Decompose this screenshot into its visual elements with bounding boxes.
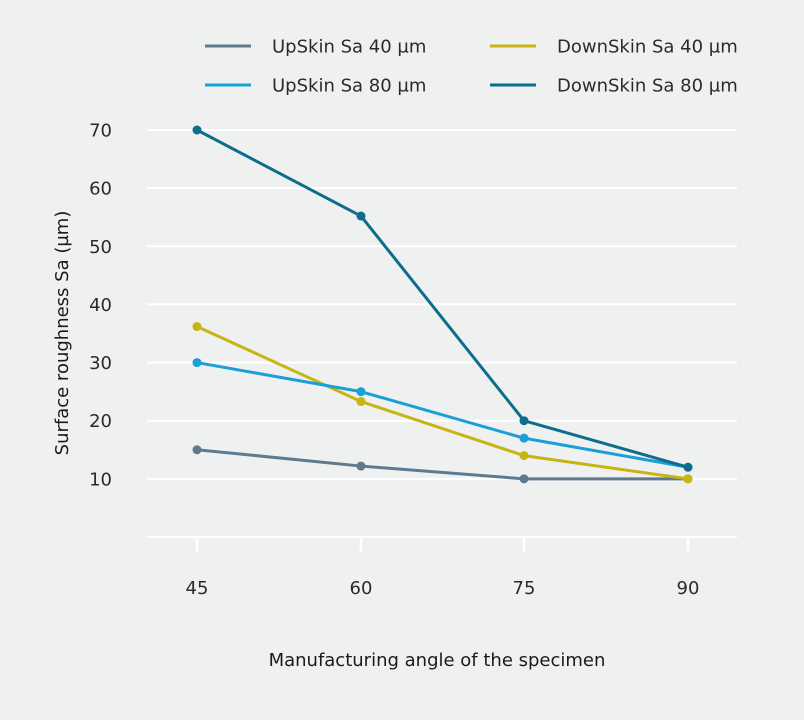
series-line <box>196 448 688 481</box>
x-tick-label: 45 <box>186 578 209 599</box>
legend-label: UpSkin Sa 40 µm <box>272 37 426 58</box>
data-point <box>356 387 366 397</box>
legend-label: DownSkin Sa 80 µm <box>557 76 738 97</box>
data-point <box>192 358 202 368</box>
series-downskin-sa-40-m <box>192 322 693 484</box>
data-point <box>192 322 202 332</box>
legend-item: UpSkin Sa 40 µm <box>205 37 426 58</box>
x-tick-label: 75 <box>513 578 536 599</box>
data-point <box>356 211 366 221</box>
y-axis: 10 20 30 40 50 60 70 <box>89 121 112 491</box>
series-downskin-sa-80-m <box>192 125 693 472</box>
legend-item: DownSkin Sa 80 µm <box>490 76 738 97</box>
gridlines <box>147 129 737 538</box>
data-point <box>519 433 529 443</box>
series-group <box>192 125 693 484</box>
legend-item: DownSkin Sa 40 µm <box>490 37 738 58</box>
y-tick-label: 10 <box>89 469 112 490</box>
x-axis-title: Manufacturing angle of the specimen <box>269 650 606 671</box>
series-line <box>196 128 689 469</box>
data-point <box>356 397 366 407</box>
legend-label: UpSkin Sa 80 µm <box>272 76 426 97</box>
x-tick-label: 90 <box>677 578 700 599</box>
data-point <box>356 461 366 471</box>
y-tick-label: 50 <box>89 237 112 258</box>
y-tick-label: 70 <box>89 121 112 142</box>
y-axis-title: Surface roughness Sa (µm) <box>52 211 73 456</box>
series-upskin-sa-80-m <box>192 358 693 472</box>
legend-label: DownSkin Sa 40 µm <box>557 37 738 58</box>
data-point <box>683 474 693 484</box>
series-line <box>196 361 689 469</box>
series-upskin-sa-40-m <box>192 445 693 484</box>
data-point <box>519 451 529 461</box>
data-point <box>683 462 693 472</box>
y-tick-label: 30 <box>89 353 112 374</box>
legend-item: UpSkin Sa 80 µm <box>205 76 426 97</box>
data-point <box>519 416 529 426</box>
series-line <box>196 325 689 481</box>
y-tick-label: 20 <box>89 411 112 432</box>
data-point <box>192 445 202 455</box>
data-point <box>192 125 202 135</box>
y-tick-label: 60 <box>89 179 112 200</box>
y-tick-label: 40 <box>89 295 112 316</box>
legend: UpSkin Sa 40 µm DownSkin Sa 40 µm UpSkin S… <box>205 37 738 97</box>
data-point <box>519 474 529 484</box>
x-tick-label: 60 <box>350 578 373 599</box>
x-axis: 45 60 75 90 <box>186 537 700 599</box>
